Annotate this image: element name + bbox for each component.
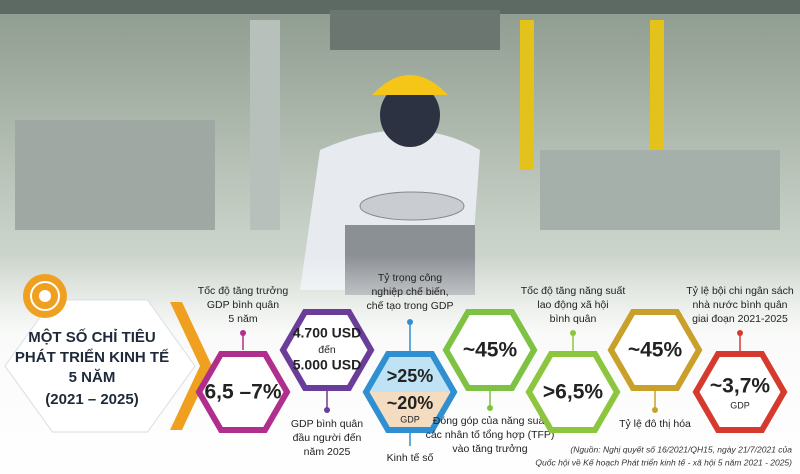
indicator-label: Tốc độ tăng năng suất [521, 285, 626, 297]
yellow-column [520, 20, 534, 170]
indicator-label: bình quân [550, 313, 597, 325]
ceiling [0, 0, 800, 14]
hexagon-bottom [366, 392, 454, 430]
machine-column [250, 20, 280, 230]
indicator-label: GDP bình quân [291, 418, 363, 430]
indicator-value: ~45% [463, 339, 518, 362]
indicator-label: Tỷ lệ đô thị hóa [619, 418, 691, 430]
press [330, 10, 500, 50]
indicator-value: 6,5 –7% [204, 381, 281, 404]
indicator-value: >6,5% [543, 381, 603, 404]
hexagon [279, 309, 375, 391]
indicator-label: GDP bình quân [207, 299, 279, 311]
hexagon-top [366, 354, 454, 392]
connector-dot [240, 330, 246, 336]
indicator-label: vào tăng trưởng [452, 443, 527, 455]
metal-bowl [359, 191, 465, 221]
indicator-label: Tốc độ tăng trưởng [198, 285, 289, 297]
hexagon [607, 309, 703, 391]
indicator-label: Đóng góp của năng suất [433, 415, 548, 427]
hexagon [442, 309, 538, 391]
indicator-label: nhà nước bình quân [692, 299, 787, 311]
indicator-label: chế tạo trong GDP [367, 300, 454, 312]
helmet [372, 75, 448, 95]
title-icon-ring [30, 281, 60, 311]
connector-dot [737, 330, 743, 336]
connector-dot [570, 330, 576, 336]
title-accent [170, 302, 212, 430]
indicator-value: ~45% [628, 339, 683, 362]
indicator-caption: Kinh tế số [387, 452, 434, 464]
connector-dot [407, 319, 413, 325]
indicator-label: Tỷ lệ bội chi ngân sách [686, 285, 794, 297]
connector-dot [487, 405, 493, 411]
hexagon [525, 351, 621, 433]
machine [15, 120, 215, 230]
indicator-unit: GDP [400, 414, 420, 424]
machine [540, 150, 780, 230]
indicator-value: 5.000 USD [293, 357, 361, 373]
source-note: Quốc hội về Kế hoạch Phát triển kinh tế … [535, 457, 792, 467]
indicator-label: nghiệp chế biến, [371, 286, 448, 298]
indicator-label: 5 năm [228, 313, 257, 325]
hexagon [692, 351, 788, 433]
indicator-value: ~3,7% [710, 375, 770, 398]
title-line: 5 NĂM [69, 369, 116, 386]
indicator-label: đầu người đến [293, 432, 362, 444]
indicator-value: ~20% [387, 393, 434, 413]
title-line: (2021 – 2025) [45, 391, 138, 408]
indicator-value: đến [318, 344, 336, 356]
indicator-unit: GDP [730, 400, 750, 410]
connector-dot [652, 407, 658, 413]
indicator-label: giai đoạn 2021-2025 [692, 313, 788, 325]
connector-dot [324, 407, 330, 413]
worker-head [380, 83, 440, 147]
source-note: (Nguồn: Nghị quyết số 16/2021/QH15, ngày… [570, 444, 792, 454]
indicator-label: Tỷ trọng công [378, 272, 442, 284]
indicator-label: lao động xã hội [537, 299, 608, 311]
title-icon-dot [39, 290, 51, 302]
indicator-label: các nhân tố tổng hợp (TFP) [426, 429, 555, 441]
hexagon [195, 351, 291, 433]
indicator-value: 4.700 USD [293, 325, 361, 341]
title-line: PHÁT TRIỂN KINH TẾ [15, 348, 169, 366]
title-line: MỘT SỐ CHỈ TIÊU [28, 328, 156, 346]
hexagon [362, 351, 458, 433]
indicator-value: >25% [387, 366, 434, 386]
yellow-column [650, 20, 664, 170]
indicator-label: năm 2025 [304, 446, 351, 458]
